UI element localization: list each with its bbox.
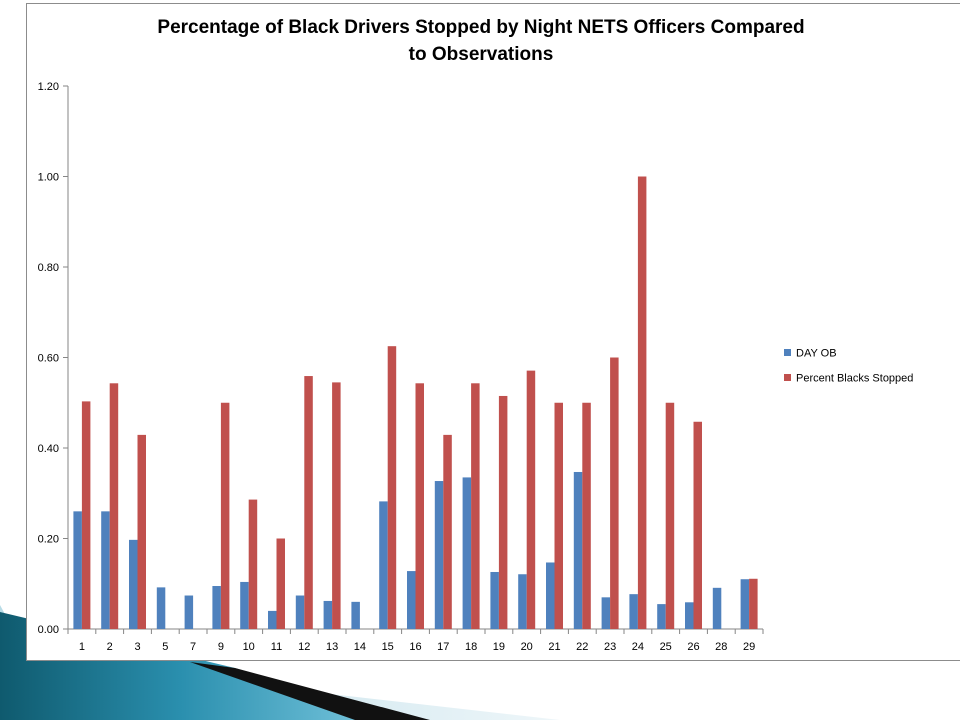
bar-percent-blacks-stopped <box>443 434 452 629</box>
bar-percent-blacks-stopped <box>498 395 508 629</box>
bar-day-ob <box>462 477 472 629</box>
bar-day-ob <box>712 587 722 629</box>
bar-day-ob <box>407 571 416 629</box>
bar-percent-blacks-stopped <box>749 578 758 629</box>
x-tick-label: 20 <box>521 641 533 653</box>
bar-day-ob <box>629 594 638 629</box>
x-tick-label: 7 <box>190 641 196 653</box>
y-tick-label: 0.20 <box>38 534 59 546</box>
bar-percent-blacks-stopped <box>137 434 146 629</box>
x-tick-label: 19 <box>493 641 505 653</box>
x-tick-label: 28 <box>715 641 727 653</box>
legend: DAY OB Percent Blacks Stopped <box>784 348 913 385</box>
y-tick-label: 0.40 <box>38 443 59 455</box>
x-tick-label: 9 <box>218 641 224 653</box>
bar-percent-blacks-stopped <box>610 357 619 629</box>
legend-label: DAY OB <box>796 348 837 360</box>
bar-percent-blacks-stopped <box>109 383 119 629</box>
x-tick-label: 5 <box>162 641 168 653</box>
bar-day-ob <box>212 586 221 629</box>
x-tick-label: 3 <box>134 641 140 653</box>
plot-area: 0.000.200.400.600.801.001.201 2 3 5 7 9 10 11 12… <box>38 81 764 653</box>
bar-percent-blacks-stopped <box>526 370 536 629</box>
bar-percent-blacks-stopped <box>387 346 397 629</box>
bar-day-ob <box>240 581 249 629</box>
x-tick-label: 29 <box>743 641 755 653</box>
x-tick-label: 26 <box>687 641 699 653</box>
bar-day-ob <box>601 597 611 629</box>
bar-day-ob <box>101 511 110 629</box>
bar-percent-blacks-stopped <box>332 382 341 629</box>
chart-frame <box>26 3 960 661</box>
bar-day-ob <box>573 471 583 629</box>
y-tick-label: 1.00 <box>38 172 59 184</box>
y-tick-label: 0.00 <box>38 624 59 636</box>
x-tick-label: 12 <box>298 641 310 653</box>
bar-day-ob <box>73 511 82 629</box>
x-tick-label: 18 <box>465 641 477 653</box>
x-tick-label: 2 <box>107 641 113 653</box>
x-tick-label: 23 <box>604 641 616 653</box>
bar-percent-blacks-stopped <box>693 421 702 629</box>
x-tick-label: 11 <box>271 641 282 653</box>
bar-day-ob <box>490 571 499 629</box>
y-tick-label: 1.20 <box>38 81 59 93</box>
bar-day-ob <box>295 595 305 629</box>
bar-day-ob <box>351 601 360 629</box>
chart-title: Percentage of Black Drivers Stopped by N… <box>157 17 805 65</box>
bar-day-ob <box>685 602 694 629</box>
black-stripe <box>190 662 430 720</box>
bar-day-ob <box>518 574 527 629</box>
bar-day-ob <box>323 600 333 629</box>
bar-percent-blacks-stopped <box>248 499 258 629</box>
bar-day-ob <box>657 604 666 629</box>
bar-day-ob <box>129 539 138 629</box>
bar-percent-blacks-stopped <box>276 538 285 629</box>
bar-percent-blacks-stopped <box>220 402 230 629</box>
bar-day-ob <box>434 481 444 629</box>
bar-percent-blacks-stopped <box>304 376 313 629</box>
bar-percent-blacks-stopped <box>665 402 675 629</box>
x-tick-label: 24 <box>632 641 644 653</box>
bar-percent-blacks-stopped <box>471 383 480 629</box>
x-tick-label: 1 <box>79 641 85 653</box>
x-tick-label: 25 <box>660 641 672 653</box>
legend-swatch <box>784 374 791 381</box>
legend-swatch <box>784 349 791 356</box>
x-tick-label: 16 <box>409 641 421 653</box>
x-tick-label: 22 <box>576 641 588 653</box>
bar-percent-blacks-stopped <box>637 176 647 629</box>
y-tick-label: 0.60 <box>38 353 59 365</box>
bar-percent-blacks-stopped <box>554 402 563 629</box>
bar-percent-blacks-stopped <box>582 402 591 629</box>
bar-percent-blacks-stopped <box>415 383 424 629</box>
x-tick-label: 15 <box>382 641 394 653</box>
legend-label: Percent Blacks Stopped <box>796 373 913 385</box>
bar-day-ob <box>184 595 194 629</box>
x-tick-label: 21 <box>548 641 560 653</box>
bar-percent-blacks-stopped <box>81 401 91 629</box>
bar-day-ob <box>740 579 750 629</box>
bar-day-ob <box>546 562 555 629</box>
bar-day-ob <box>268 610 277 629</box>
bar-day-ob <box>379 501 388 629</box>
x-tick-label: 14 <box>354 641 366 653</box>
y-tick-label: 0.80 <box>38 262 59 274</box>
bar-day-ob <box>156 587 166 629</box>
x-tick-label: 13 <box>326 641 338 653</box>
x-tick-label: 10 <box>243 641 255 653</box>
x-tick-label: 17 <box>437 641 449 653</box>
